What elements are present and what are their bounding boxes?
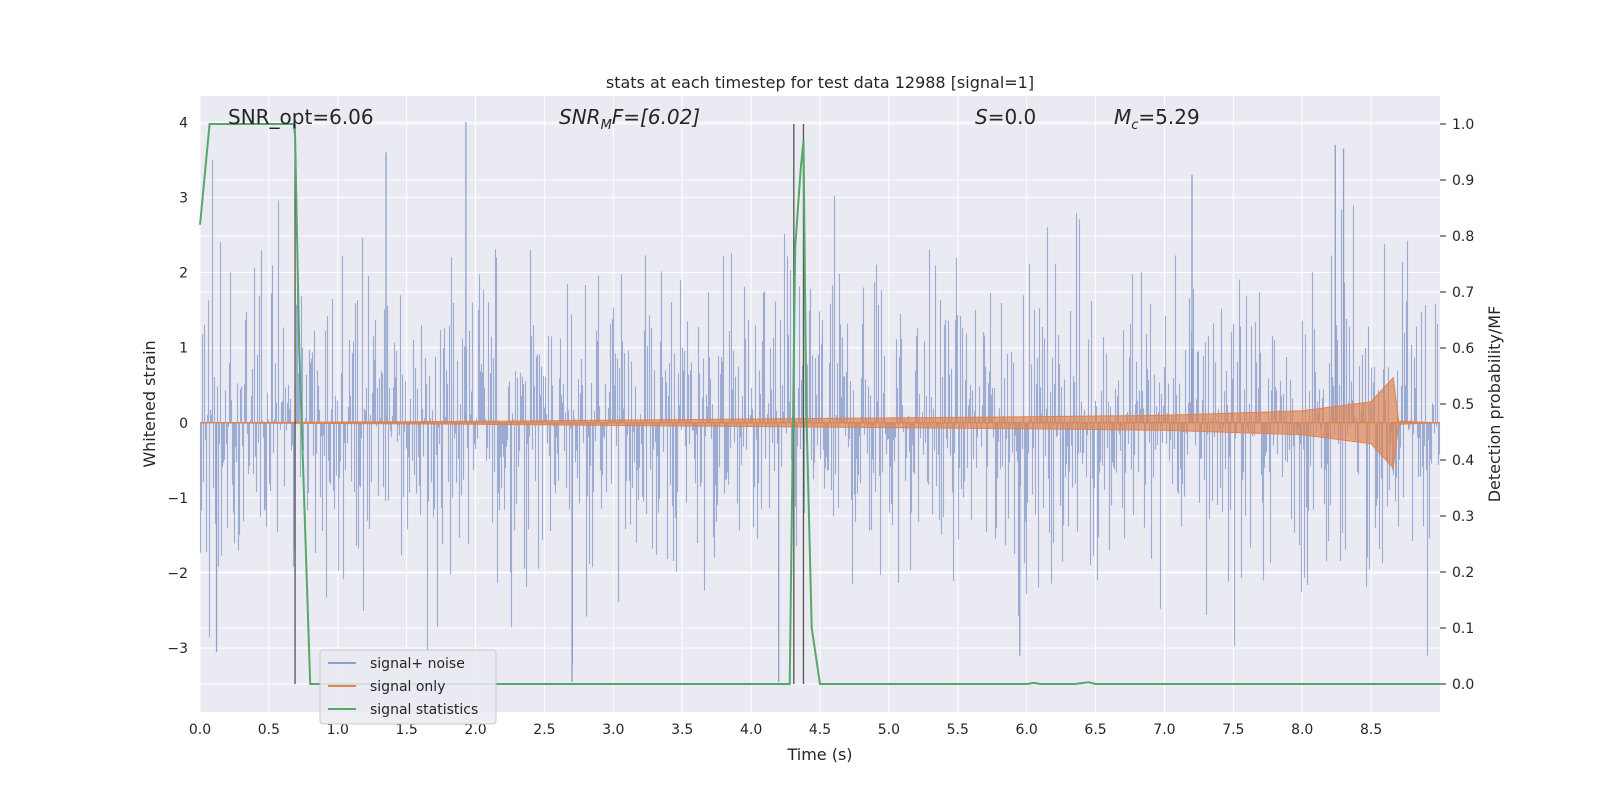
signal-statistics-series [199,123,1440,685]
y-right-tick-label: 0.6 [1452,341,1474,357]
annotation-s-rest: =0.0 [988,105,1037,129]
y-right-tick-label: 0.0 [1452,677,1474,693]
y-left-tick-label: 0 [179,416,188,432]
x-tick-label: 6.5 [1084,722,1106,738]
y-left-tick-label: 3 [179,190,188,206]
signal-statistics-line [199,123,1440,685]
x-tick-label: 5.5 [947,722,969,738]
x-tick-label: 5.0 [878,722,900,738]
legend-box [319,649,497,725]
y-left-tick-label: 4 [179,115,188,131]
chart-title: stats at each timestep for test data 129… [606,73,1034,92]
signal-only-series [199,376,1441,470]
y-right-tick-label: 0.4 [1452,453,1474,469]
x-tick-label: 6.0 [1016,722,1038,738]
axis-ticks: 0.0 0.5 1.0 1.5 2.0 2.5 3.0 3.5 4.0 4.5 5.0 5.5 6.0 6… [167,115,1474,738]
y-right-tick-label: 0.7 [1452,285,1474,301]
x-tick-label: 2.5 [533,722,555,738]
annotation-mc-rest: =5.29 [1138,105,1199,129]
x-tick-label: 7.5 [1222,722,1244,738]
y-right-tick-label: 0.1 [1452,621,1474,637]
y-right-tick-label: 1.0 [1452,117,1474,133]
x-tick-label: 0.0 [189,722,211,738]
legend: signal+ noise signal only signal statist… [319,649,497,725]
x-tick-label: 1.5 [396,722,418,738]
annotation-snr-opt: SNR_opt=6.06 [228,105,374,129]
x-tick-label: 0.5 [258,722,280,738]
annotation-mc: Mc=5.29 [1114,105,1200,133]
x-tick-label: 3.5 [671,722,693,738]
y-left-tick-label: −3 [167,641,188,657]
signal-noise-trace [199,159,1441,665]
x-tick-label: 8.0 [1291,722,1313,738]
annotation-snr-mf-rest: F=[6.02] [612,105,700,129]
y-left-tick-label: 1 [179,341,188,357]
annotation-snr-mf-sub: M [601,118,612,133]
annotation-mc-sub: c [1131,118,1138,133]
y-axis-label-right: Detection probability/MF [1485,306,1504,503]
y-axis-label-left: Whitened strain [140,340,159,467]
x-tick-label: 3.0 [602,722,624,738]
signal-noise-series [199,122,1441,682]
y-right-tick-label: 0.5 [1452,397,1474,413]
x-tick-label: 7.0 [1153,722,1175,738]
x-tick-label: 4.0 [740,722,762,738]
x-tick-label: 1.0 [327,722,349,738]
annotation-s-var: S [975,105,988,129]
annotation-snr-mf: SNRMF=[6.02] [559,105,700,133]
y-left-tick-label: −2 [167,566,188,582]
y-right-tick-label: 0.9 [1452,173,1474,189]
legend-label-noise: signal+ noise [370,656,465,672]
annotation-s: S=0.0 [975,105,1036,129]
annotation-snr-mf-var: SNR [559,105,601,129]
y-left-tick-label: −1 [167,491,188,507]
legend-label-statistics: signal statistics [370,702,478,718]
y-right-tick-label: 0.3 [1452,509,1474,525]
y-right-tick-label: 0.8 [1452,229,1474,245]
y-right-tick-label: 0.2 [1452,565,1474,581]
x-axis-label: Time (s) [786,745,852,764]
x-tick-label: 2.0 [464,722,486,738]
x-tick-label: 4.5 [809,722,831,738]
annotation-mc-var: M [1114,105,1131,129]
y-left-tick-label: 2 [179,266,188,282]
legend-label-signal: signal only [370,679,445,695]
x-tick-label: 8.5 [1360,722,1382,738]
